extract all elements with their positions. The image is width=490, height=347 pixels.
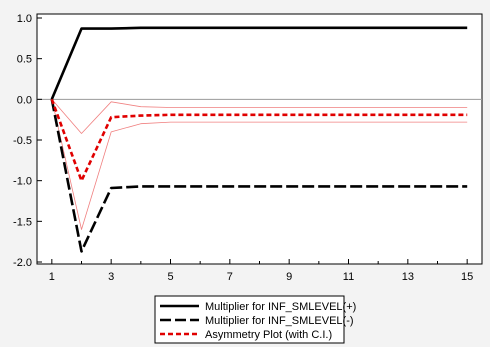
series-line-3 (50, 98, 468, 182)
legend-label-series-3: Asymmetry Plot (with C.I.) (205, 329, 332, 341)
y-tick-label: -2.0 (13, 257, 32, 269)
x-tick-label: 1 (49, 271, 55, 283)
series-line-5 (51, 99, 468, 230)
x-tick-label: 3 (108, 271, 114, 283)
x-tick-label: 13 (402, 271, 414, 283)
x-tick-label: 5 (167, 271, 173, 283)
legend-label-series-2: Multiplier for INF_SMLEVEL(-) (205, 315, 354, 327)
x-tick-label: 7 (227, 271, 233, 283)
y-tick-label: 0.5 (17, 54, 32, 66)
y-tick-label: -1.0 (13, 176, 32, 188)
series-line-1 (50, 26, 468, 100)
y-tick-label: 1.0 (17, 13, 32, 25)
legend-label-series-1: Multiplier for INF_SMLEVEL(+) (205, 301, 356, 313)
x-tick-label: 15 (461, 271, 473, 283)
series-line-4 (51, 99, 468, 134)
y-tick-label: 0.0 (17, 94, 32, 106)
plot-area (36, 13, 483, 265)
y-tick-label: -1.5 (13, 216, 32, 228)
y-tick-label: -0.5 (13, 135, 32, 147)
x-tick-label: 9 (286, 271, 292, 283)
x-tick-label: 11 (343, 271, 354, 283)
series-line-2 (50, 99, 468, 253)
legend: Multiplier for INF_SMLEVEL(+) Multiplier… (154, 295, 356, 344)
